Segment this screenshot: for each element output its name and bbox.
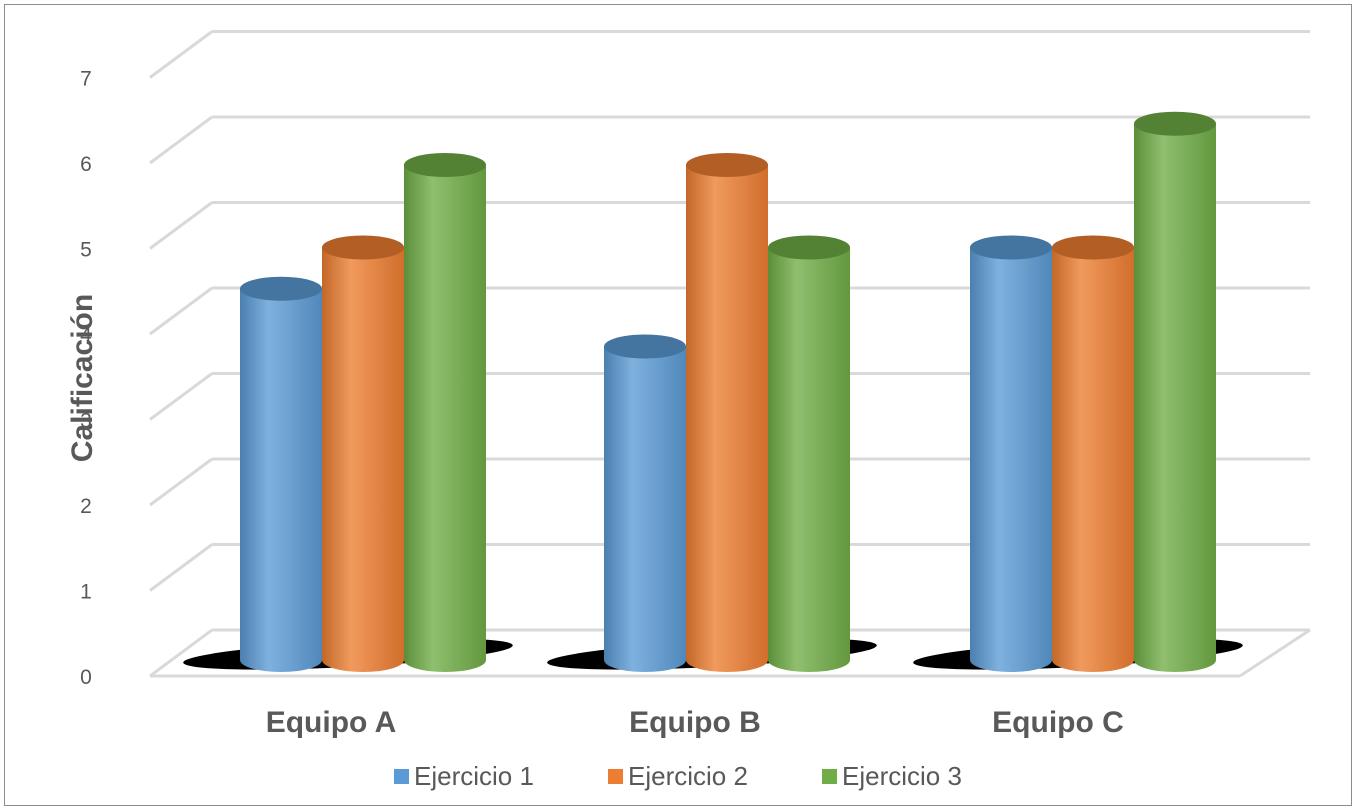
legend-swatch: [822, 769, 837, 784]
legend-label: Ejercicio 3: [842, 761, 962, 791]
legend: Ejercicio 1 Ejercicio 2 Ejercicio 3: [394, 761, 962, 791]
bar-top: [404, 153, 486, 177]
bar-body: [686, 165, 768, 672]
y-tick-label: 3: [80, 410, 92, 433]
bar-top: [1134, 111, 1216, 136]
y-tick-label: 1: [80, 581, 92, 604]
bar-top: [240, 276, 322, 301]
legend-item: Ejercicio 2: [608, 761, 748, 791]
floor-side-edge: [1239, 628, 1311, 678]
bar: [1134, 111, 1216, 672]
bar-top: [970, 235, 1052, 260]
y-axis-ticks: 0 1 2 3 4 5 6 7: [80, 68, 92, 690]
bar-body: [404, 165, 486, 672]
y-tick-label: 2: [80, 495, 92, 518]
gridline-side: [149, 201, 213, 250]
y-tick-label: 0: [80, 666, 92, 689]
legend-label: Ejercicio 1: [414, 761, 534, 791]
bar-body: [604, 346, 686, 672]
y-tick-label: 7: [80, 68, 92, 91]
bar-body: [1052, 247, 1134, 672]
x-tick-label: Equipo A: [266, 706, 397, 739]
bar: [404, 153, 486, 672]
bar-top: [322, 235, 404, 260]
gridline-side: [149, 628, 213, 678]
gridline-side: [149, 457, 213, 507]
gridline-side: [149, 543, 213, 592]
y-tick-label: 4: [80, 324, 92, 347]
legend-label: Ejercicio 2: [628, 761, 748, 791]
bar: [240, 276, 322, 672]
bar: [970, 235, 1052, 672]
bar-body: [970, 247, 1052, 672]
legend-item: Ejercicio 3: [822, 761, 962, 791]
gridline-side: [149, 372, 213, 421]
gridline-side: [149, 115, 213, 165]
x-axis-labels: Equipo A Equipo B Equipo C: [266, 706, 1124, 739]
bar: [322, 235, 404, 672]
y-axis-title: Calificación: [66, 294, 99, 462]
bar: [604, 334, 686, 672]
x-tick-label: Equipo B: [629, 706, 761, 739]
y-tick-label: 5: [80, 239, 92, 262]
gridline-side: [149, 30, 213, 79]
bar: [1052, 235, 1134, 672]
bar-body: [768, 247, 850, 672]
bars: [183, 111, 1243, 672]
bar-body: [240, 288, 322, 672]
bar-top: [1052, 235, 1134, 260]
legend-swatch: [394, 769, 409, 784]
bar: [686, 153, 768, 672]
bar-top: [686, 153, 768, 177]
legend-swatch: [608, 769, 623, 784]
y-tick-label: 6: [80, 153, 92, 176]
legend-item: Ejercicio 1: [394, 761, 534, 791]
bar: [768, 235, 850, 672]
gridline-side: [149, 286, 213, 336]
bar-top: [604, 334, 686, 359]
x-tick-label: Equipo C: [992, 706, 1124, 739]
bar-body: [1134, 123, 1216, 672]
bar-body: [322, 247, 404, 672]
bar-top: [768, 235, 850, 260]
